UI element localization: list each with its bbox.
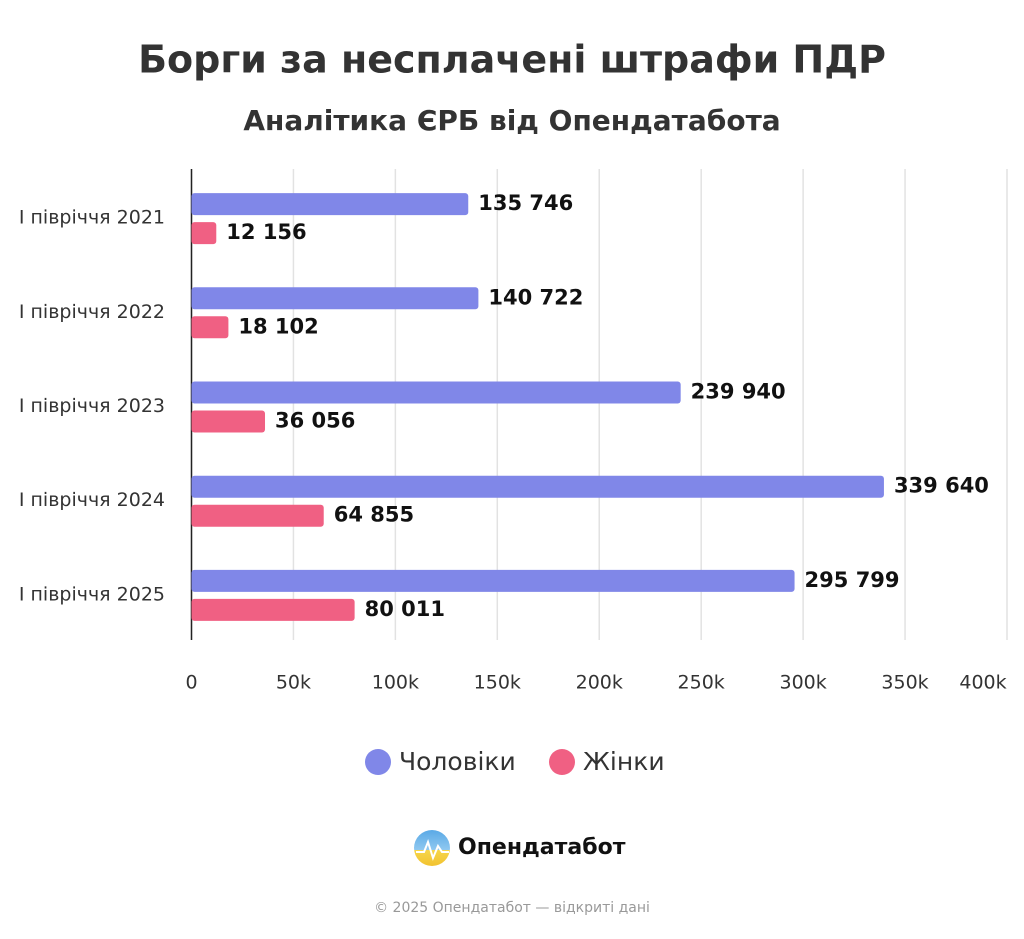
legend-marker <box>549 749 575 775</box>
bar <box>191 598 355 621</box>
y-tick-label: І півріччя 2021 <box>19 207 165 229</box>
x-tick-label: 150k <box>474 672 521 694</box>
y-tick-label: І півріччя 2022 <box>19 301 165 323</box>
bar <box>191 504 324 527</box>
x-tick-label: 350k <box>881 672 928 694</box>
x-tick-label: 300k <box>779 672 826 694</box>
x-tick-label: 400k <box>959 672 1006 694</box>
value-label: 80 011 <box>365 597 445 621</box>
footer: © 2025 Опендатабот — відкриті дані <box>374 900 650 916</box>
value-label: 140 722 <box>488 285 583 309</box>
bar <box>191 569 795 592</box>
brand-name: Опендатабот <box>458 835 626 860</box>
bar <box>191 193 469 216</box>
legend-label: Жінки <box>583 747 665 776</box>
y-tick-label: І півріччя 2025 <box>19 583 165 605</box>
bar <box>191 316 229 339</box>
value-label: 339 640 <box>894 474 989 498</box>
value-label: 135 746 <box>478 191 573 215</box>
bar <box>191 381 681 404</box>
x-tick-label: 50k <box>276 672 311 694</box>
bar <box>191 475 884 498</box>
bar <box>191 222 217 245</box>
value-label: 36 056 <box>275 409 355 433</box>
value-label: 12 156 <box>226 220 306 244</box>
value-label: 64 855 <box>334 503 414 527</box>
x-tick-label: 200k <box>576 672 623 694</box>
value-label: 239 940 <box>691 380 786 404</box>
y-tick-label: І півріччя 2024 <box>19 489 165 511</box>
brand-logo <box>414 830 450 866</box>
x-tick-label: 0 <box>185 672 197 694</box>
legend-label: Чоловіки <box>399 747 516 776</box>
bar <box>191 287 479 310</box>
value-label: 295 799 <box>805 568 900 592</box>
brand-logo-pulse <box>416 839 449 861</box>
x-tick-label: 250k <box>678 672 725 694</box>
bar <box>191 410 266 433</box>
legend-marker <box>365 749 391 775</box>
y-tick-label: І півріччя 2023 <box>19 395 165 417</box>
chart-title: Борги за несплачені штрафи ПДР <box>138 38 886 82</box>
chart-subtitle: Аналітика ЄРБ від Опендатабота <box>243 104 780 137</box>
x-tick-label: 100k <box>372 672 419 694</box>
value-label: 18 102 <box>238 314 318 338</box>
